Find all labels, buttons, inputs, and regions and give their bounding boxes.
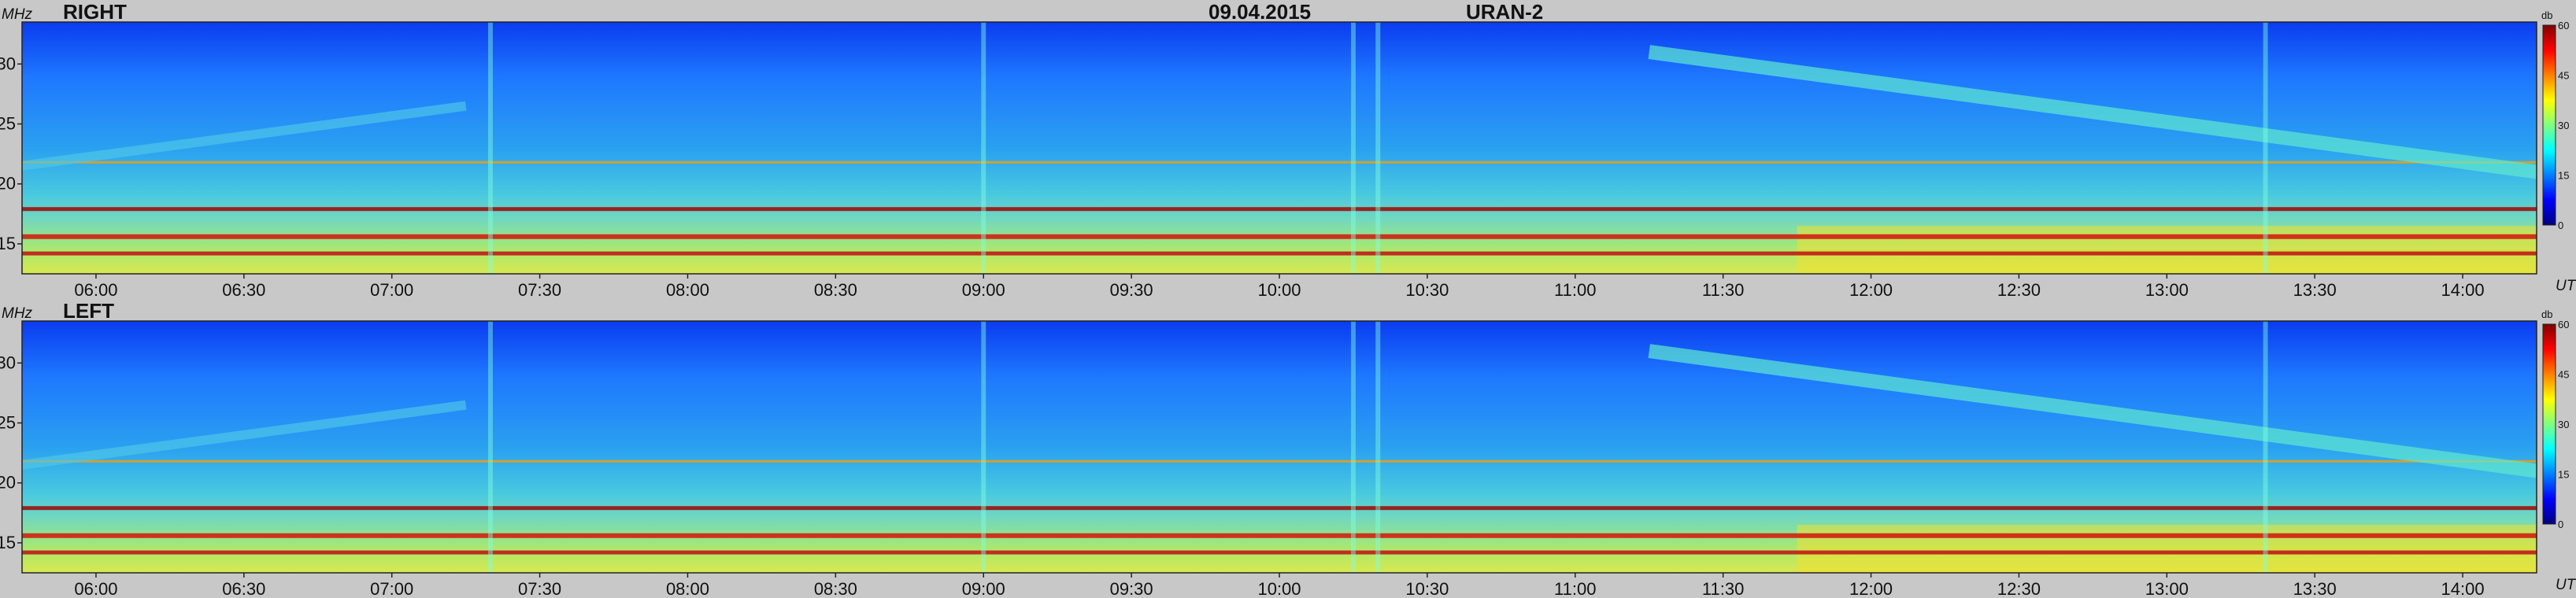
x-tick-label: 12:00: [1849, 579, 1893, 598]
x-axis-unit: UT: [2556, 577, 2576, 593]
x-tick-label: 10:30: [1405, 280, 1449, 300]
x-tick-label: 07:30: [518, 579, 561, 598]
persistent-band: [22, 161, 2537, 164]
x-tick-label: 10:00: [1257, 579, 1301, 598]
colorbar: [2542, 323, 2556, 525]
x-tick-label: 13:30: [2293, 280, 2337, 300]
persistent-band: [22, 234, 2537, 239]
x-tick-label: 08:00: [666, 579, 709, 598]
colorbar-tick-label: 30: [2558, 419, 2569, 430]
x-tick-label: 11:00: [1554, 579, 1596, 598]
early-drifting-band: [21, 101, 467, 171]
x-tick-label: 07:00: [370, 579, 413, 598]
burst-stripe: [1350, 321, 1356, 573]
persistent-band: [22, 550, 2537, 555]
colorbar-unit: db: [2541, 9, 2553, 21]
colorbar-tick-label: 45: [2558, 369, 2569, 381]
colorbar-tick-label: 0: [2558, 519, 2563, 530]
y-tick-label: 30: [0, 353, 16, 372]
y-tick-label: 15: [0, 234, 16, 253]
burst-stripe: [1375, 321, 1381, 573]
y-tick-label: 25: [0, 114, 16, 134]
x-tick-label: 08:00: [666, 280, 709, 300]
x-tick-label: 09:30: [1110, 579, 1153, 598]
x-tick-label: 11:30: [1702, 579, 1744, 598]
x-tick-label: 07:00: [370, 280, 413, 300]
x-tick-label: 07:30: [518, 280, 561, 300]
persistent-band: [22, 251, 2537, 256]
burst-stripe: [981, 321, 986, 573]
x-tick-label: 06:30: [222, 280, 265, 300]
drifting-band: [1648, 45, 2538, 179]
x-tick-label: 14:00: [2441, 280, 2485, 300]
colorbar-tick-label: 30: [2558, 120, 2569, 131]
x-tick-label: 13:30: [2293, 579, 2337, 598]
x-tick-label: 10:00: [1257, 280, 1301, 300]
x-tick-label: 09:00: [962, 280, 1005, 300]
x-tick-label: 11:30: [1702, 280, 1744, 300]
colorbar: [2542, 24, 2556, 226]
heatmap-intense-region: [1797, 525, 2537, 573]
observation-date: 09.04.2015: [1208, 0, 1312, 24]
spectrogram-heatmap-right: 15 20 25 30 06:00 06:30 07:00 07:30 08:00 08:30 09…: [0, 20, 2569, 300]
burst-stripe: [1350, 22, 1356, 274]
y-tick-label: 30: [0, 54, 16, 73]
x-tick-label: 08:30: [814, 280, 857, 300]
y-tick-label: 25: [0, 413, 16, 433]
x-tick-label: 06:00: [74, 579, 117, 598]
heatmap-intense-region: [1797, 226, 2537, 274]
spectrogram-heatmap-left: 15 20 25 30 06:00 06:30 07:00 07:30 08:00 08:30 09…: [0, 319, 2569, 598]
burst-stripe: [2263, 321, 2268, 573]
instrument-name: URAN-2: [1466, 0, 1544, 24]
x-tick-label: 13:00: [2145, 280, 2189, 300]
drifting-band: [1648, 344, 2538, 478]
x-axis-unit: UT: [2556, 278, 2576, 294]
x-tick-label: 10:30: [1405, 579, 1449, 598]
persistent-band: [22, 460, 2537, 463]
burst-stripe: [487, 321, 493, 573]
x-tick-label: 06:30: [222, 579, 265, 598]
x-tick-label: 09:30: [1110, 280, 1153, 300]
persistent-band: [22, 533, 2537, 538]
x-tick-label: 09:00: [962, 579, 1005, 598]
y-tick-label: 15: [0, 533, 16, 552]
y-axis-unit: MHz: [2, 305, 33, 322]
colorbar-tick-label: 0: [2558, 220, 2563, 231]
colorbar-tick-label: 15: [2558, 469, 2569, 481]
x-tick-label: 06:00: [74, 280, 117, 300]
y-tick-label: 20: [0, 174, 16, 194]
colorbar-tick-label: 45: [2558, 70, 2569, 82]
colorbar-unit: db: [2541, 308, 2553, 320]
x-tick-label: 08:30: [814, 579, 857, 598]
burst-stripe: [1375, 22, 1381, 274]
persistent-band: [22, 506, 2537, 511]
persistent-band: [22, 207, 2537, 212]
x-tick-label: 13:00: [2145, 579, 2189, 598]
early-drifting-band: [21, 400, 467, 470]
y-axis-unit: MHz: [2, 6, 33, 23]
panel-title: RIGHT: [63, 0, 127, 24]
colorbar-tick-label: 15: [2558, 170, 2569, 182]
colorbar-tick-label: 60: [2558, 319, 2569, 330]
x-tick-label: 12:00: [1849, 280, 1893, 300]
colorbar-tick-label: 60: [2558, 20, 2569, 31]
y-tick-label: 20: [0, 473, 16, 493]
burst-stripe: [2263, 22, 2268, 274]
x-tick-label: 11:00: [1554, 280, 1596, 300]
x-tick-label: 12:30: [1997, 579, 2041, 598]
x-tick-label: 12:30: [1997, 280, 2041, 300]
panel-title: LEFT: [63, 299, 114, 323]
x-tick-label: 14:00: [2441, 579, 2485, 598]
burst-stripe: [981, 22, 986, 274]
burst-stripe: [487, 22, 493, 274]
